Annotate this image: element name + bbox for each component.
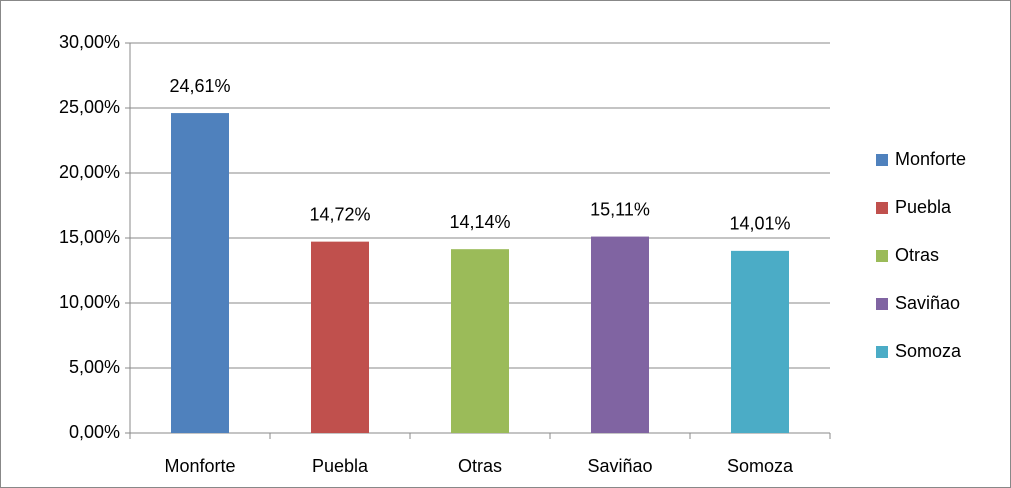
legend-swatch: [876, 154, 888, 166]
x-tick-label: Otras: [458, 456, 502, 476]
value-label: 14,72%: [309, 204, 370, 224]
value-label: 14,01%: [729, 214, 790, 234]
legend-swatch: [876, 346, 888, 358]
legend-swatch: [876, 250, 888, 262]
y-tick-label: 5,00%: [69, 357, 120, 377]
legend-label: Monforte: [895, 149, 966, 169]
bar: [171, 113, 229, 433]
y-tick-label: 10,00%: [59, 292, 120, 312]
legend-swatch: [876, 202, 888, 214]
y-tick-label: 15,00%: [59, 227, 120, 247]
x-tick-label: Saviñao: [587, 456, 652, 476]
legend-label: Somoza: [895, 341, 962, 361]
value-label: 15,11%: [590, 199, 650, 219]
bar: [311, 241, 369, 433]
value-label: 24,61%: [169, 76, 230, 96]
y-tick-label: 0,00%: [69, 422, 120, 442]
y-tick-label: 20,00%: [59, 162, 120, 182]
x-tick-label: Somoza: [727, 456, 794, 476]
legend-label: Puebla: [895, 197, 952, 217]
value-label: 14,14%: [449, 212, 510, 232]
bar: [451, 249, 509, 433]
x-tick-label: Monforte: [164, 456, 235, 476]
legend-label: Otras: [895, 245, 939, 265]
y-tick-label: 25,00%: [59, 97, 120, 117]
bar: [731, 250, 789, 433]
legend-swatch: [876, 298, 888, 310]
x-tick-label: Puebla: [312, 456, 369, 476]
legend-label: Saviñao: [895, 293, 960, 313]
bar: [591, 236, 649, 433]
y-tick-label: 30,00%: [59, 32, 120, 52]
